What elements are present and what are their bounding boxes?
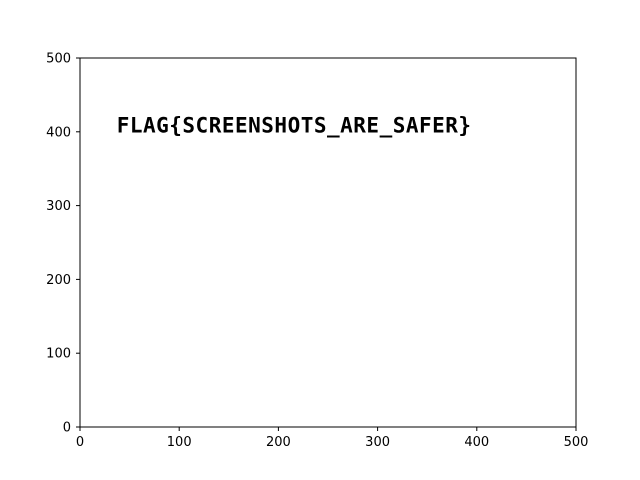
y-tick-label: 200 <box>46 273 71 288</box>
axes-frame <box>79 57 577 428</box>
x-tick-label: 200 <box>266 435 291 450</box>
y-tick-label: 500 <box>46 52 71 67</box>
x-tick-label: 300 <box>365 435 390 450</box>
y-tick-label: 400 <box>46 125 71 140</box>
x-tick-label: 0 <box>76 435 84 450</box>
y-tick-label: 300 <box>46 199 71 214</box>
x-axis: 0 100 200 300 400 500 <box>76 427 589 450</box>
chart-annotation: FLAG{SCREENSHOTS_ARE_SAFER} <box>117 113 472 137</box>
y-tick-label: 0 <box>63 421 71 436</box>
annotations-layer: FLAG{SCREENSHOTS_ARE_SAFER} <box>117 113 472 137</box>
x-tick-label: 400 <box>464 435 489 450</box>
y-tick-label: 100 <box>46 347 71 362</box>
x-tick-label: 500 <box>564 435 589 450</box>
y-axis: 0 100 200 300 400 500 <box>46 52 80 436</box>
x-tick-label: 100 <box>167 435 192 450</box>
plot-area <box>79 57 577 428</box>
